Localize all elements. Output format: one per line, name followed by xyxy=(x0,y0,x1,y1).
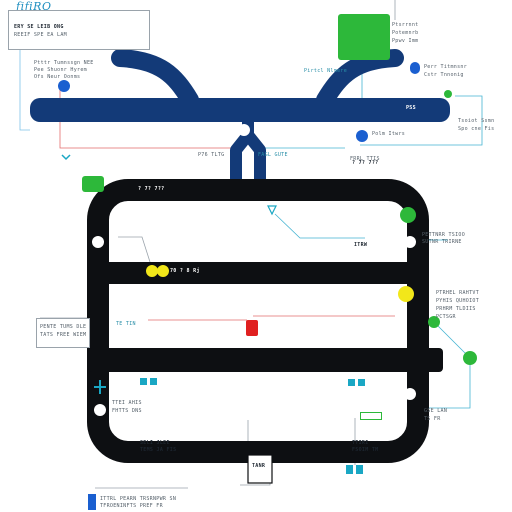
terminus-box xyxy=(247,454,273,484)
top-callout-box xyxy=(8,10,150,50)
teal-cross-marker xyxy=(94,380,106,394)
right-col-label-3: PRHRM TLDIIS xyxy=(436,306,476,312)
right-mid-label-3: Tsoiot Ssmn xyxy=(458,118,495,124)
station-yellow-b xyxy=(157,265,169,277)
station-yellow-a xyxy=(146,265,158,277)
station-teal-a xyxy=(140,378,147,385)
station-left-navy xyxy=(41,125,51,135)
navy-bar-right-label: PSS xyxy=(406,105,416,111)
footer-label-2: TFROENINFTS PREF FR xyxy=(100,503,163,509)
right-mid-label-5: Polm Itwrs xyxy=(372,131,406,137)
first-row-label: 70 ? 8 Rj xyxy=(170,268,200,274)
station-teal-b xyxy=(150,378,157,385)
station-teal-d xyxy=(358,379,365,386)
station-tiny-green xyxy=(444,90,452,98)
bottom-right-label-1: TTIRI xyxy=(352,440,369,446)
right-panel-label-2: SUTNR TRIRNE xyxy=(422,239,462,245)
station-junction xyxy=(238,124,250,136)
mid-left-label: P76 TLTG xyxy=(198,152,225,158)
top-right-label-3: Ppwv Imm xyxy=(392,38,419,44)
diagram-title: fifiRO xyxy=(16,0,52,13)
mid-right-label-2: FRRL TTIS xyxy=(350,156,380,162)
station-left-green xyxy=(82,176,104,192)
green-tag-box xyxy=(360,412,382,420)
right-mid-label-2: Cstr Tnnonig xyxy=(424,72,464,78)
bottom-small-label-2: TS FR xyxy=(424,416,441,422)
teal-chevron xyxy=(61,154,71,161)
black-bar-lower xyxy=(88,348,443,372)
terminus-label: TANR xyxy=(252,463,266,469)
black-bar-upper xyxy=(88,262,418,284)
station-top-right xyxy=(410,62,420,74)
station-teal-e xyxy=(346,465,353,474)
station-right-blue xyxy=(356,130,368,142)
row-left-label: TE TIN xyxy=(116,321,136,327)
station-bottom-blue xyxy=(88,494,96,510)
footer-label-1: ITTRL PEARN TRSRNPWR SN xyxy=(100,496,177,502)
station-right-green xyxy=(400,207,416,223)
black-ring xyxy=(87,179,429,463)
bottom-left-label-2: TEMS JA FIS xyxy=(140,447,177,453)
right-col-label-4: PCTSGR xyxy=(436,314,456,320)
teal-pin-marker xyxy=(267,205,277,216)
right-mid-label-1: Perr Titmnsnr xyxy=(424,64,468,70)
left-box-label-1: PENTE TUMS DLE xyxy=(40,324,87,330)
left-bottom-label-2: FHTTS DNS xyxy=(112,408,142,414)
station-left-lower xyxy=(94,404,106,416)
station-yellow-right xyxy=(398,286,414,302)
right-mid-label-4: Spo cne Fis xyxy=(458,126,495,132)
bottom-left-label-1: SELI JLEE xyxy=(140,440,170,446)
right-panel-label-1: PETTNRR TSIOO xyxy=(422,232,466,238)
right-col-label-1: PTRHEL RAHTVT xyxy=(436,290,480,296)
station-red xyxy=(246,320,258,336)
left-box-label-2: TATS FREE WIEM xyxy=(40,332,87,338)
mid-right-label-1: FAGL GUTE xyxy=(258,152,288,158)
station-green-mid xyxy=(428,316,440,328)
bottom-right-label-2: FSOIM TM xyxy=(352,447,379,453)
top-right-label-2: Potemnrb xyxy=(392,30,419,36)
station-top-left xyxy=(58,80,70,92)
station-right-lower xyxy=(404,388,416,400)
top-left-label-3: Ofs Neur Oonms xyxy=(34,74,81,80)
top-box-label-1: ERY SE LEIB ONG xyxy=(14,24,64,30)
section-label-b: ? 7? 7?? xyxy=(352,160,379,166)
station-green-lower xyxy=(463,351,477,365)
node-tag-label: ITRW xyxy=(354,242,368,248)
station-teal-c xyxy=(348,379,355,386)
left-bottom-label-1: TTEI AHIS xyxy=(112,400,142,406)
right-top-label: Pirtcl Nlmere xyxy=(304,68,348,74)
right-col-label-2: PYHIS QUHOIOT xyxy=(436,298,480,304)
top-left-label-1: Ptttr Tumnssgn NEE xyxy=(34,60,94,66)
section-label-a: ? 7? 7?? xyxy=(138,186,165,192)
station-left-ring xyxy=(92,236,104,248)
bottom-small-label-1: GSE LAN xyxy=(424,408,448,414)
navy-main-bar xyxy=(30,98,450,122)
green-terminal-block xyxy=(338,14,390,60)
station-markers xyxy=(41,62,477,510)
station-teal-f xyxy=(356,465,363,474)
top-right-label-1: Ptsrrnnt xyxy=(392,22,419,28)
station-right-ring xyxy=(404,236,416,248)
top-left-label-2: Pee Shuonr Hyrem xyxy=(34,67,87,73)
top-box-label-2: REEIF SPE EA LAM xyxy=(14,32,67,38)
left-callout-box xyxy=(36,318,90,348)
